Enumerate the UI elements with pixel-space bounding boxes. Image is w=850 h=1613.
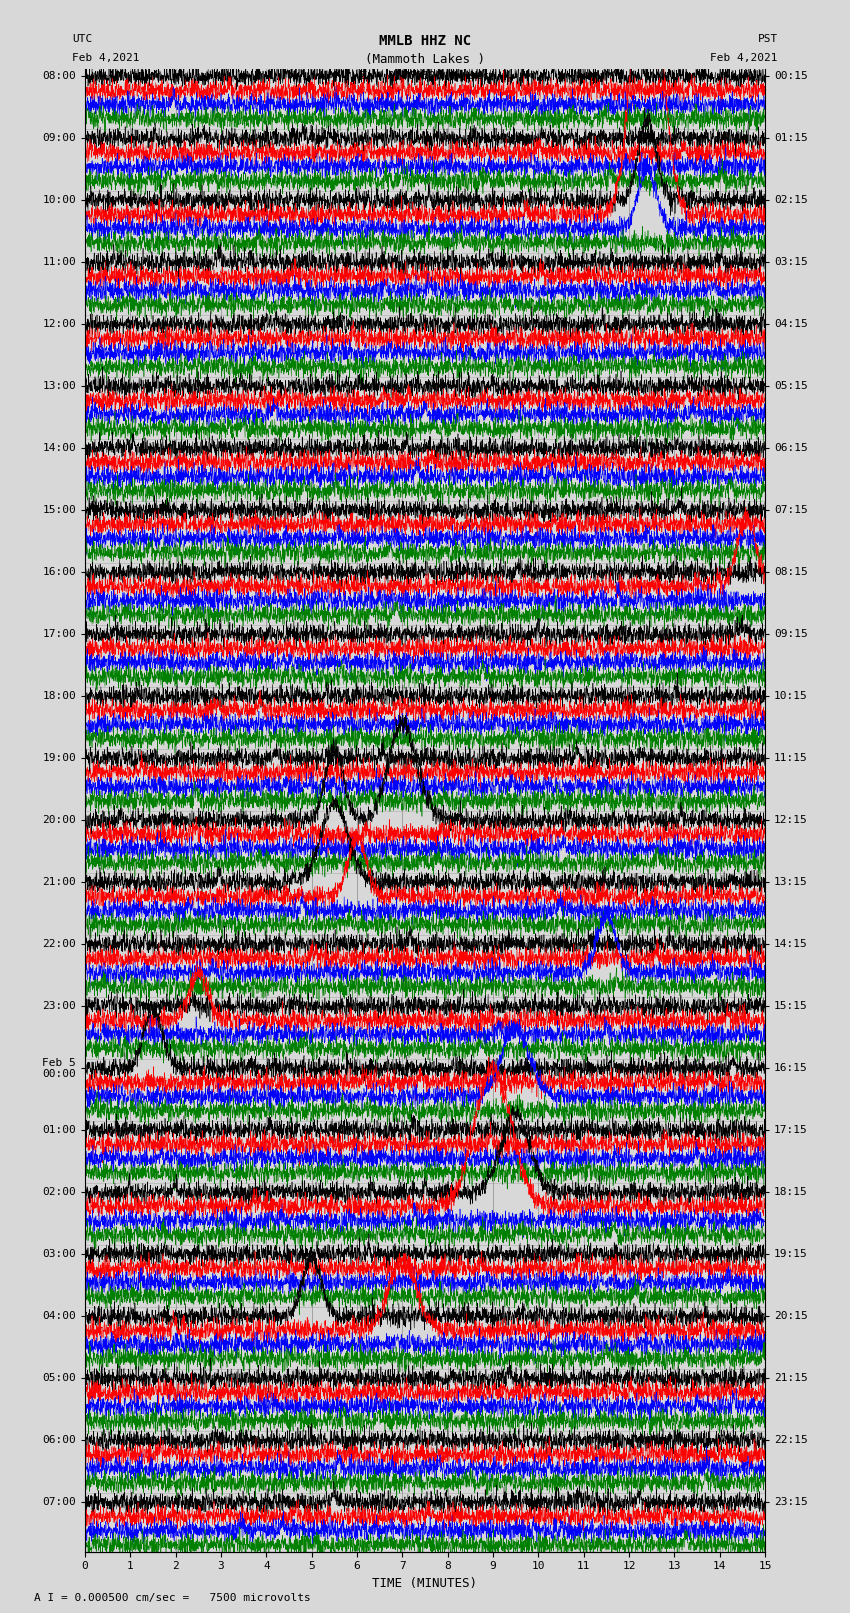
Text: (Mammoth Lakes ): (Mammoth Lakes ): [365, 53, 485, 66]
Text: Feb 4,2021: Feb 4,2021: [72, 53, 139, 63]
X-axis label: TIME (MINUTES): TIME (MINUTES): [372, 1578, 478, 1590]
Text: I = 0.000500 cm/sec: I = 0.000500 cm/sec: [361, 71, 489, 81]
Text: A I = 0.000500 cm/sec =   7500 microvolts: A I = 0.000500 cm/sec = 7500 microvolts: [34, 1594, 311, 1603]
Text: MMLB HHZ NC: MMLB HHZ NC: [379, 34, 471, 48]
Text: UTC: UTC: [72, 34, 93, 44]
Text: PST: PST: [757, 34, 778, 44]
Text: Feb 4,2021: Feb 4,2021: [711, 53, 778, 63]
